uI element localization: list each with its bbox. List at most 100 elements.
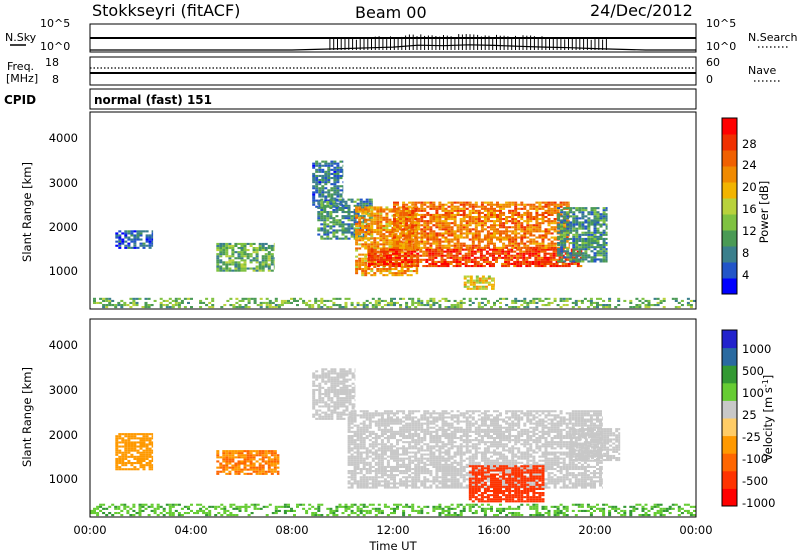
- power-cell: [365, 304, 369, 307]
- power-cell: [222, 251, 226, 254]
- power-cell: [656, 304, 660, 307]
- power-cell: [385, 248, 389, 251]
- power-cell: [420, 220, 424, 223]
- power-cell: [587, 242, 591, 245]
- power-cell: [446, 256, 450, 259]
- power-cell: [408, 220, 412, 223]
- power-cell: [396, 209, 399, 212]
- power-cell: [429, 304, 433, 307]
- velocity-cell: [133, 466, 137, 469]
- power-cell: [249, 253, 253, 256]
- velocity-cell: [264, 472, 268, 475]
- velocity-cell: [223, 505, 227, 508]
- velocity-cell: [249, 468, 253, 471]
- power-cell: [504, 258, 508, 261]
- power-cell: [317, 227, 321, 230]
- power-cell: [423, 209, 427, 212]
- velocity-cell: [220, 514, 224, 517]
- power-cell: [593, 209, 597, 212]
- power-cell: [522, 258, 526, 261]
- power-cell: [342, 160, 344, 163]
- velocity-cell: [237, 456, 241, 459]
- power-cell: [441, 232, 445, 235]
- velocity-cell: [314, 512, 318, 515]
- velocity-cell: [354, 393, 356, 396]
- velocity-cell: [544, 505, 548, 508]
- power-cell: [550, 246, 554, 249]
- power-cell: [505, 244, 509, 247]
- velocity-cell: [474, 512, 478, 515]
- velocity-cell: [393, 512, 396, 515]
- power-cell: [416, 256, 420, 259]
- power-cell: [523, 242, 527, 245]
- power-cell: [470, 265, 474, 268]
- power-cell: [145, 236, 149, 239]
- power-cell: [529, 232, 533, 235]
- power-cell: [446, 248, 450, 251]
- velocity-cell: [535, 507, 539, 510]
- power-cell: [444, 246, 448, 249]
- power-cell: [314, 301, 318, 304]
- power-cell: [450, 205, 454, 208]
- noise-sky-trace: [90, 34, 696, 51]
- power-cell: [602, 242, 606, 245]
- velocity-cell: [105, 514, 109, 517]
- power-cell: [402, 297, 406, 300]
- power-cell: [686, 304, 690, 307]
- velocity-cell: [345, 399, 349, 402]
- velocity-cell: [396, 503, 399, 506]
- velocity-cell: [127, 455, 131, 458]
- power-cell: [411, 232, 415, 235]
- noise-right-tick-top: 10^5: [706, 17, 736, 30]
- power-cell: [425, 252, 429, 255]
- power-cell: [488, 254, 492, 257]
- velocity-cell: [347, 451, 351, 454]
- power-cell: [320, 229, 324, 232]
- power-cell: [467, 260, 471, 263]
- power-cell: [482, 260, 486, 263]
- power-cell: [392, 265, 395, 268]
- power-cell: [544, 201, 548, 204]
- power-cell: [355, 222, 359, 225]
- power-cell: [441, 297, 445, 300]
- velocity-cell: [317, 503, 321, 506]
- velocity-cell: [339, 411, 343, 414]
- power-cell: [499, 301, 502, 304]
- power-cell: [333, 174, 337, 177]
- power-cell: [121, 240, 125, 243]
- velocity-cell: [665, 507, 669, 510]
- power-cell: [330, 195, 334, 198]
- power-cell: [453, 207, 457, 210]
- power-cell: [520, 299, 524, 302]
- power-cell: [312, 199, 316, 202]
- power-cell: [333, 185, 337, 188]
- power-cell: [553, 220, 557, 223]
- velocity-cell: [333, 384, 337, 387]
- velocity-cell: [614, 509, 618, 512]
- velocity-cell: [351, 397, 355, 400]
- velocity-cell: [133, 443, 137, 446]
- velocity-cell: [174, 509, 178, 512]
- power-cell: [488, 265, 492, 268]
- velocity-cell: [142, 468, 146, 471]
- power-cell: [569, 242, 573, 245]
- power-cell: [382, 208, 386, 211]
- power-cell: [560, 229, 564, 232]
- cpid-panel: CPID normal (fast) 151: [4, 88, 697, 110]
- velocity-cell: [243, 454, 247, 457]
- power-cell: [367, 245, 371, 248]
- power-cell: [350, 198, 354, 201]
- power-cell: [525, 262, 529, 265]
- power-cell: [523, 226, 527, 229]
- power-cell: [443, 262, 447, 265]
- velocity-cell: [348, 368, 352, 371]
- power-cell: [411, 207, 415, 210]
- power-cell: [550, 203, 554, 206]
- power-cell: [396, 220, 399, 223]
- power-cell: [415, 233, 419, 236]
- power-cell: [138, 297, 142, 300]
- velocity-cell: [147, 514, 151, 517]
- velocity-cell: [330, 388, 334, 391]
- power-cell: [511, 211, 515, 214]
- power-cell: [405, 232, 409, 235]
